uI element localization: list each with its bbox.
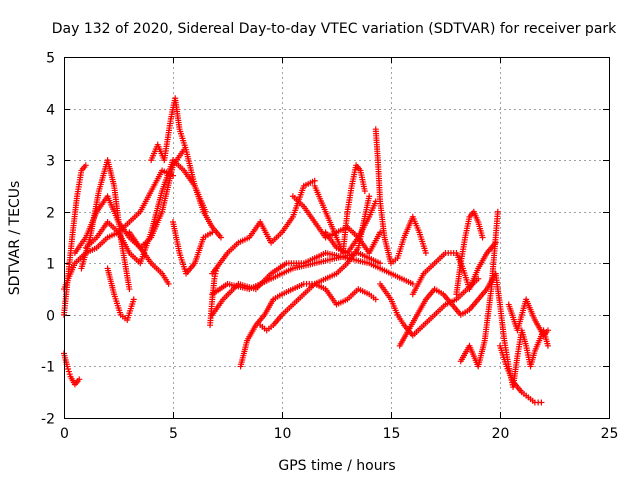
data-point (76, 376, 83, 383)
data-point (538, 399, 545, 406)
data-point (217, 234, 224, 241)
y-tick-label: 1 (46, 257, 55, 273)
x-tick-label: 10 (274, 426, 292, 442)
x-tick-label: 0 (60, 426, 69, 442)
y-tick-label: 0 (46, 309, 55, 325)
y-tick-label: -1 (41, 360, 55, 376)
data-series-arc-5 (82, 157, 209, 267)
data-series-arc-14 (207, 265, 220, 329)
x-tick-label: 5 (169, 426, 178, 442)
data-point (479, 234, 486, 241)
data-series-arc-9 (148, 95, 224, 241)
chart-title: Day 132 of 2020, Sidereal Day-to-day VTE… (52, 21, 617, 37)
data-point (82, 162, 89, 169)
data-series-arc-6 (78, 157, 133, 293)
data-series-arc-27 (497, 342, 545, 406)
data-series-arc-11 (209, 177, 318, 277)
data-series-arc-13 (209, 249, 416, 318)
y-tick-label: 4 (46, 103, 55, 119)
x-tick-label: 25 (601, 426, 619, 442)
data-layer (61, 95, 551, 406)
y-axis-label: SDTVAR / TECUs (7, 181, 23, 296)
data-series-arc-18 (311, 162, 368, 256)
data-series-arc-22 (396, 270, 499, 349)
data-point (209, 229, 216, 236)
data-point (165, 280, 172, 287)
x-tick-label: 15 (383, 426, 401, 442)
data-series-arc-15 (237, 193, 373, 370)
data-point (544, 342, 551, 349)
data-point (311, 177, 318, 184)
data-series-arc-26 (492, 270, 551, 391)
data-point (377, 260, 384, 267)
data-point (213, 265, 220, 272)
data-point (422, 249, 429, 256)
data-point (544, 327, 551, 334)
y-tick-label: 3 (46, 154, 55, 170)
data-point (361, 188, 368, 195)
data-point (494, 208, 501, 215)
data-series-arc-24 (453, 208, 486, 298)
data-series-arc-7 (104, 265, 137, 324)
data-point (126, 286, 133, 293)
data-point (130, 296, 137, 303)
data-series-arc-25 (457, 208, 501, 370)
data-point (372, 296, 379, 303)
data-point (409, 280, 416, 287)
data-series-arc-8 (126, 229, 172, 287)
x-tick-label: 20 (492, 426, 510, 442)
y-tick-label: 2 (46, 206, 55, 222)
y-tick-label: -2 (41, 412, 55, 428)
x-axis-label: GPS time / hours (278, 458, 395, 474)
data-series-arc-16 (257, 280, 379, 334)
tick-label-layer: 0 5 10 15 20 25 -2 -1 0 1 2 3 4 5 (41, 51, 618, 443)
plot-frame (64, 57, 610, 419)
data-series-arc-10 (170, 219, 216, 277)
data-series-arc-19 (322, 198, 379, 256)
data-point (366, 193, 373, 200)
y-tick-label: 5 (46, 51, 55, 67)
data-series-arc-20 (372, 126, 429, 267)
data-point (377, 229, 384, 236)
data-series-arc-28 (505, 296, 551, 339)
data-series-arc-21 (377, 275, 482, 339)
